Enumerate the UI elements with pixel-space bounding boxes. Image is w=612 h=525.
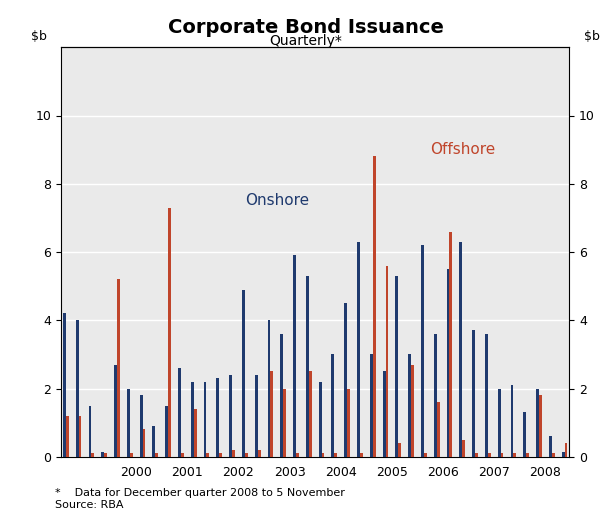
Bar <box>564 443 567 457</box>
Bar <box>296 454 299 457</box>
Bar <box>155 454 159 457</box>
Bar <box>472 331 475 457</box>
Bar <box>319 382 321 457</box>
Bar <box>395 276 398 457</box>
Text: Onshore: Onshore <box>245 193 309 208</box>
Bar <box>370 354 373 457</box>
Bar <box>434 334 436 457</box>
Bar <box>436 402 439 457</box>
Bar <box>76 320 78 457</box>
Text: Corporate Bond Issuance: Corporate Bond Issuance <box>168 18 444 37</box>
Bar <box>165 405 168 457</box>
Bar <box>386 266 389 457</box>
Bar <box>130 454 133 457</box>
Text: Offshore: Offshore <box>430 142 496 157</box>
Bar <box>536 388 539 457</box>
Bar <box>373 156 376 457</box>
Bar <box>549 436 552 457</box>
Bar <box>283 388 286 457</box>
Bar <box>309 372 312 457</box>
Bar <box>449 232 452 457</box>
Bar <box>63 313 66 457</box>
Bar <box>66 416 69 457</box>
Bar <box>178 368 181 457</box>
Bar <box>271 372 274 457</box>
Bar <box>501 454 504 457</box>
Text: Quarterly*: Quarterly* <box>269 34 343 48</box>
Bar <box>562 452 564 457</box>
Bar <box>152 426 155 457</box>
Bar <box>104 454 107 457</box>
Bar <box>462 440 465 457</box>
Bar <box>526 454 529 457</box>
Bar <box>255 375 258 457</box>
Bar <box>194 409 196 457</box>
Bar <box>357 242 360 457</box>
Bar <box>245 454 248 457</box>
Bar <box>485 334 488 457</box>
Bar <box>293 256 296 457</box>
Text: Source: RBA: Source: RBA <box>55 500 124 510</box>
Bar <box>217 378 219 457</box>
Bar <box>78 416 81 457</box>
Bar <box>398 443 401 457</box>
Bar <box>411 364 414 457</box>
Text: *    Data for December quarter 2008 to 5 November: * Data for December quarter 2008 to 5 No… <box>55 488 345 498</box>
Bar <box>421 245 424 457</box>
Bar <box>345 303 347 457</box>
Bar <box>242 290 245 457</box>
Bar <box>117 279 120 457</box>
Bar <box>475 454 478 457</box>
Bar <box>332 354 334 457</box>
Bar <box>510 385 513 457</box>
Bar <box>168 208 171 457</box>
Bar <box>102 452 104 457</box>
Bar <box>424 454 427 457</box>
Bar <box>488 454 491 457</box>
Bar <box>232 450 235 457</box>
Bar <box>114 364 117 457</box>
Bar <box>347 388 350 457</box>
Bar <box>360 454 363 457</box>
Bar <box>447 269 449 457</box>
Bar <box>513 454 517 457</box>
Bar <box>382 372 386 457</box>
Text: $b: $b <box>31 30 47 43</box>
Bar <box>334 454 337 457</box>
Bar <box>552 454 554 457</box>
Bar <box>181 454 184 457</box>
Bar <box>127 388 130 457</box>
Bar <box>460 242 462 457</box>
Bar <box>539 395 542 457</box>
Bar <box>306 276 309 457</box>
Bar <box>321 454 324 457</box>
Bar <box>258 450 261 457</box>
Bar <box>523 413 526 457</box>
Bar <box>140 395 143 457</box>
Bar <box>89 405 91 457</box>
Bar <box>191 382 194 457</box>
Bar <box>229 375 232 457</box>
Bar <box>280 334 283 457</box>
Bar <box>206 454 209 457</box>
Bar <box>408 354 411 457</box>
Bar <box>498 388 501 457</box>
Bar <box>267 320 271 457</box>
Bar <box>204 382 206 457</box>
Bar <box>219 454 222 457</box>
Bar <box>91 454 94 457</box>
Bar <box>143 429 146 457</box>
Text: $b: $b <box>584 30 600 43</box>
